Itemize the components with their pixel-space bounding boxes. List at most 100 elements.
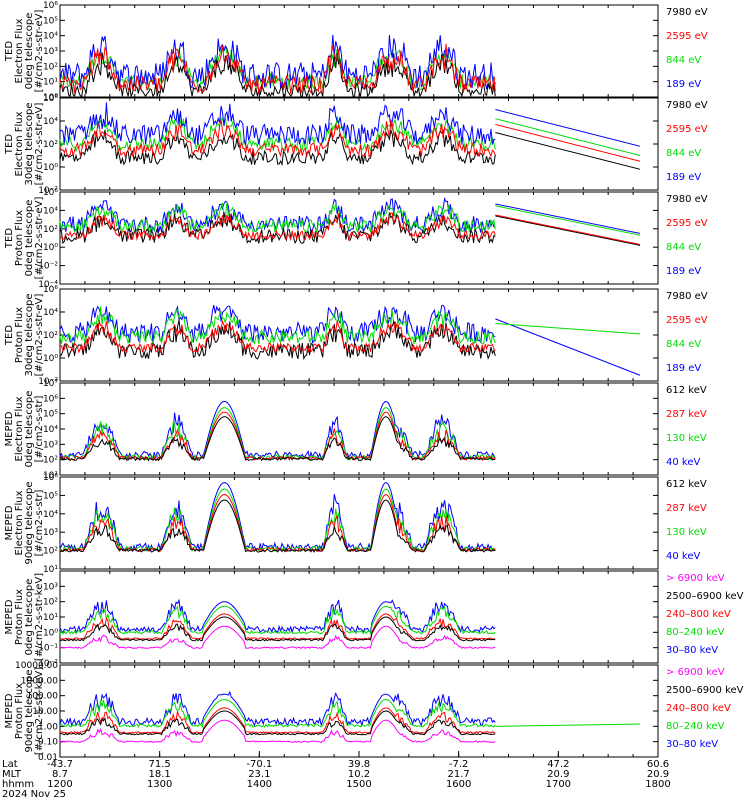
y-tick-label: 10⁻² bbox=[38, 186, 58, 196]
y-axis-label-line: 90deg telescope bbox=[24, 481, 35, 564]
x-tick-label-hhmm: 1600 bbox=[446, 779, 471, 790]
legend-entry: 2595 eV bbox=[666, 315, 708, 326]
series-trace-blue bbox=[59, 690, 496, 728]
panel-frame bbox=[59, 664, 659, 758]
series-trace-green bbox=[59, 306, 496, 346]
series-trace-black bbox=[59, 129, 496, 167]
series-trace-magenta bbox=[59, 719, 496, 744]
y-axis-label-line: Electron Flux bbox=[14, 111, 25, 176]
x-tick-label-mlt: 20.9 bbox=[647, 769, 669, 780]
y-tick-label: 10.00 bbox=[32, 707, 58, 717]
y-tick-label: 10⁰ bbox=[43, 628, 58, 638]
x-row-label: MLT bbox=[2, 769, 22, 780]
y-tick-label: 10⁻⁴ bbox=[38, 280, 58, 290]
y-axis-label-line: [#/cm2-s-str-eV] bbox=[34, 103, 45, 186]
legend-entry: 130 keV bbox=[666, 527, 707, 538]
legend-entry: 612 keV bbox=[666, 385, 707, 396]
y-tick-label: 10⁻¹ bbox=[38, 644, 58, 654]
panel-p5: 10¹ 10² 10³ 10⁴ 10⁵ 10⁶ 10⁷ MEPEDElectron Flux0… bbox=[4, 379, 707, 481]
legend-entry: 80–240 keV bbox=[666, 627, 725, 638]
series-trace-black bbox=[59, 499, 496, 553]
legend-entry: 189 eV bbox=[666, 363, 701, 374]
y-axis-label-line: TED bbox=[4, 41, 15, 62]
y-tick-label: 1000.00 bbox=[21, 676, 58, 686]
y-tick-label: 10¹ bbox=[43, 471, 58, 481]
series-trace-magenta bbox=[59, 625, 496, 650]
y-axis-label-line: Proton Flux bbox=[14, 307, 25, 363]
series-trace-green bbox=[59, 605, 496, 635]
y-tick-label: 10⁻² bbox=[38, 659, 58, 669]
legend-entry: 287 keV bbox=[666, 409, 707, 420]
gap-interpolation bbox=[495, 109, 641, 147]
date-label: 2024 Nov 25 bbox=[2, 789, 66, 800]
y-axis-label-line: Electron Flux bbox=[14, 396, 25, 461]
y-axis-label-line: MEPED bbox=[4, 599, 15, 634]
y-tick-label: 0.01 bbox=[38, 753, 58, 763]
y-tick-label: 10⁻² bbox=[38, 377, 58, 387]
y-axis-label: TEDElectron Flux0deg telescope[#/cm2-s-s… bbox=[4, 10, 45, 93]
panel-p8: 0.010.101.0010.00100.001000.0010000.00ME… bbox=[4, 661, 744, 763]
x-tick-label-hhmm: 1400 bbox=[247, 779, 272, 790]
x-row-label: Lat bbox=[2, 759, 18, 770]
y-axis-label-line: TED bbox=[4, 228, 15, 249]
legend-entry: 844 eV bbox=[666, 339, 701, 350]
legend-entry: 240–800 keV bbox=[666, 703, 731, 714]
x-tick-label-lat: 60.6 bbox=[647, 759, 669, 770]
legend-entry: 30–80 keV bbox=[666, 645, 718, 656]
y-axis-label-line: Proton Flux bbox=[14, 589, 25, 645]
y-axis-label-line: Electron Flux bbox=[14, 490, 25, 555]
y-axis-label-line: 0deg telescope bbox=[24, 200, 35, 277]
legend-entry: 612 keV bbox=[666, 479, 707, 490]
y-tick-label: 10³ bbox=[43, 440, 58, 450]
legend-entry: 2500–6900 keV bbox=[666, 591, 744, 602]
y-tick-label: 10⁶ bbox=[43, 285, 58, 295]
series-trace-red bbox=[59, 212, 496, 242]
legend-entry: 7980 eV bbox=[666, 7, 708, 18]
legend-entry: 40 keV bbox=[666, 457, 700, 468]
gap-interpolation bbox=[495, 215, 641, 246]
y-tick-label: 10² bbox=[43, 456, 58, 466]
series-trace-black bbox=[59, 52, 496, 99]
y-tick-label: 10¹ bbox=[43, 613, 58, 623]
y-tick-label: 10⁻² bbox=[38, 262, 58, 272]
y-tick-label: 100.00 bbox=[27, 692, 59, 702]
y-tick-label: 10⁵ bbox=[43, 16, 58, 26]
x-tick-label-mlt: 18.1 bbox=[149, 769, 171, 780]
legend-entry: 30–80 keV bbox=[666, 739, 718, 750]
legend-entry: 7980 eV bbox=[666, 194, 708, 205]
legend-entry: 130 keV bbox=[666, 433, 707, 444]
gap-interpolation bbox=[495, 323, 641, 335]
y-axis-label-line: MEPED bbox=[4, 411, 15, 446]
y-tick-label: 10⁶ bbox=[43, 94, 58, 104]
x-tick-label-mlt: 10.2 bbox=[348, 769, 370, 780]
legend-entry: 2595 eV bbox=[666, 124, 708, 135]
series-trace-blue bbox=[59, 102, 496, 147]
y-axis-label: TEDElectron Flux30deg telescope[#/cm2-s-… bbox=[4, 102, 45, 185]
legend-entry: 2595 eV bbox=[666, 31, 708, 42]
y-tick-label: 10¹ bbox=[43, 565, 58, 575]
series-trace-black bbox=[59, 416, 496, 462]
x-tick-label-lat: 47.2 bbox=[547, 759, 569, 770]
y-axis-label-line: Electron Flux bbox=[14, 18, 25, 83]
y-axis-label-line: TED bbox=[4, 134, 15, 155]
panel-frame bbox=[59, 382, 659, 476]
series-trace-blue bbox=[59, 304, 496, 344]
y-tick-label: 10² bbox=[43, 598, 58, 608]
y-axis-label: MEPEDElectron Flux0deg telescope[#/cm2-s… bbox=[4, 391, 45, 468]
y-axis-label-line: [#/cm2-s-str-eV] bbox=[34, 294, 45, 377]
y-tick-label: 10³ bbox=[43, 528, 58, 538]
x-tick-label-lat: -70.1 bbox=[246, 759, 272, 770]
y-tick-label: 10⁵ bbox=[43, 410, 58, 420]
y-tick-label: 10⁴ bbox=[43, 206, 58, 216]
y-tick-label: 10² bbox=[43, 140, 58, 150]
legend-entry: 40 keV bbox=[666, 551, 700, 562]
y-axis-label-line: [#/cm2-s-str-keV] bbox=[34, 573, 45, 661]
legend-entry: 240–800 keV bbox=[666, 609, 731, 620]
series-trace-black bbox=[60, 710, 496, 736]
x-row-label: hhmm bbox=[2, 779, 34, 790]
y-axis-label-line: MEPED bbox=[4, 693, 15, 728]
x-tick-label-lat: 71.5 bbox=[149, 759, 171, 770]
